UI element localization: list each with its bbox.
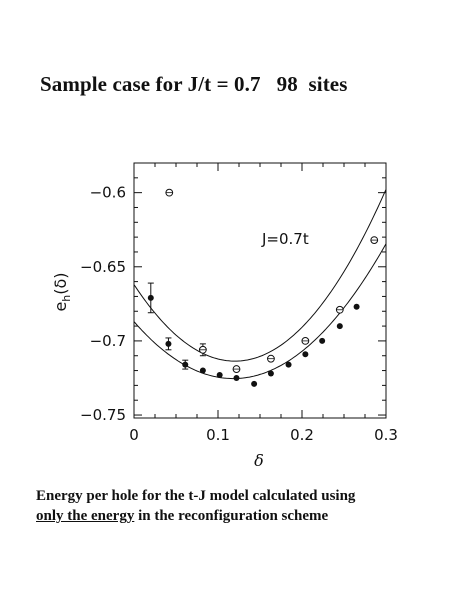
filled-point [285, 361, 292, 368]
filled-point [147, 294, 154, 301]
y-axis-label-main: e [51, 302, 70, 312]
fit-curve [133, 243, 387, 380]
data-points [147, 188, 379, 387]
caption-emphasis: only the energy [36, 508, 135, 524]
filled-point [251, 380, 258, 387]
filled-point [165, 340, 172, 347]
fit-curves [133, 189, 387, 380]
x-tick-label: 0.3 [374, 426, 398, 444]
y-tick-label: −0.6 [90, 184, 126, 202]
filled-point [267, 370, 274, 377]
filled-point [182, 361, 189, 368]
x-tick-label: 0.2 [290, 426, 314, 444]
y-axis-label: eh(δ) [51, 272, 73, 311]
filled-point [302, 351, 309, 358]
filled-point [336, 323, 343, 330]
svg-text:eh(δ): eh(δ) [51, 272, 73, 311]
filled-point [319, 337, 326, 344]
plot-frame: 0 0.1 0.2 0.3 −0.6 −0.65 −0.7 −0.75 [80, 162, 398, 444]
caption-line-2: only the energy in the reconfiguration s… [36, 506, 355, 526]
filled-point [216, 372, 223, 379]
y-axis-label-subscript: h [60, 295, 73, 302]
x-tick-label: 0 [129, 426, 139, 444]
filled-point [353, 303, 360, 310]
slide-title: Sample case for J/t = 0.7 98 sites [40, 72, 348, 96]
slide-caption: Energy per hole for the t-J model calcul… [36, 486, 355, 526]
filled-point [199, 367, 206, 374]
chart-annotation: J=0.7t [261, 230, 309, 248]
y-tick-label: −0.75 [80, 406, 126, 424]
y-axis-label-argument: (δ) [51, 272, 70, 294]
y-tick-label: −0.65 [80, 258, 126, 276]
plot-box [133, 162, 387, 419]
x-tick-label: 0.1 [206, 426, 230, 444]
fit-curve [133, 189, 387, 362]
caption-rest: in the reconfiguration scheme [134, 508, 329, 524]
x-axis-label: δ [254, 451, 264, 470]
y-tick-label: −0.7 [90, 332, 126, 350]
filled-point [233, 374, 240, 381]
caption-line-1: Energy per hole for the t-J model calcul… [36, 488, 356, 504]
